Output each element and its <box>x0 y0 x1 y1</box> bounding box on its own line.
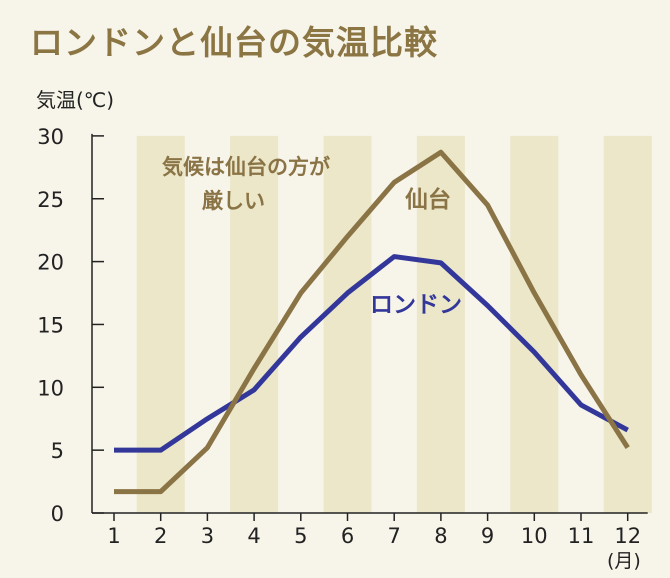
y-tick-label-30: 30 <box>37 125 64 149</box>
x-tick-label-12: 12 <box>614 524 641 548</box>
series-line-sendai <box>114 149 630 495</box>
chart-title: ロンドンと仙台の気温比較 <box>30 23 438 62</box>
x-tick-label-4: 4 <box>247 524 260 548</box>
x-axis-unit: (月) <box>607 550 641 572</box>
x-tick-label-3: 3 <box>201 524 214 548</box>
series-label-london: ロンドン <box>370 292 462 318</box>
stripe-month-2 <box>136 135 185 513</box>
series-lines <box>114 149 630 495</box>
series-label-sendai: 仙台 <box>405 186 451 213</box>
x-tick-label-6: 6 <box>341 524 354 548</box>
y-tick-label-25: 25 <box>37 188 64 212</box>
annotation-line-2: 厳しい <box>202 189 265 213</box>
stripe-month-12 <box>603 135 652 513</box>
x-tick-label-5: 5 <box>294 524 307 548</box>
stripe-month-4 <box>230 135 279 513</box>
x-tick-label-2: 2 <box>154 524 167 548</box>
y-tick-label-15: 15 <box>37 313 64 337</box>
y-axis-label: 気温(℃) <box>36 88 115 112</box>
y-tick-label-5: 5 <box>51 439 64 463</box>
stripe-month-8 <box>416 135 465 513</box>
x-tick-label-8: 8 <box>434 524 447 548</box>
x-tick-label-1: 1 <box>107 524 120 548</box>
x-tick-label-11: 11 <box>568 524 595 548</box>
x-tick-label-7: 7 <box>388 524 401 548</box>
y-tick-label-0: 0 <box>51 502 64 526</box>
annotation-line-1: 気候は仙台の方が <box>162 155 330 179</box>
series-line-london <box>114 254 629 453</box>
x-tick-label-9: 9 <box>481 524 494 548</box>
y-tick-label-10: 10 <box>37 376 64 400</box>
y-tick-label-20: 20 <box>37 251 64 275</box>
x-tick-label-10: 10 <box>521 524 548 548</box>
background-stripes <box>136 135 652 513</box>
stripe-month-6 <box>323 135 372 513</box>
